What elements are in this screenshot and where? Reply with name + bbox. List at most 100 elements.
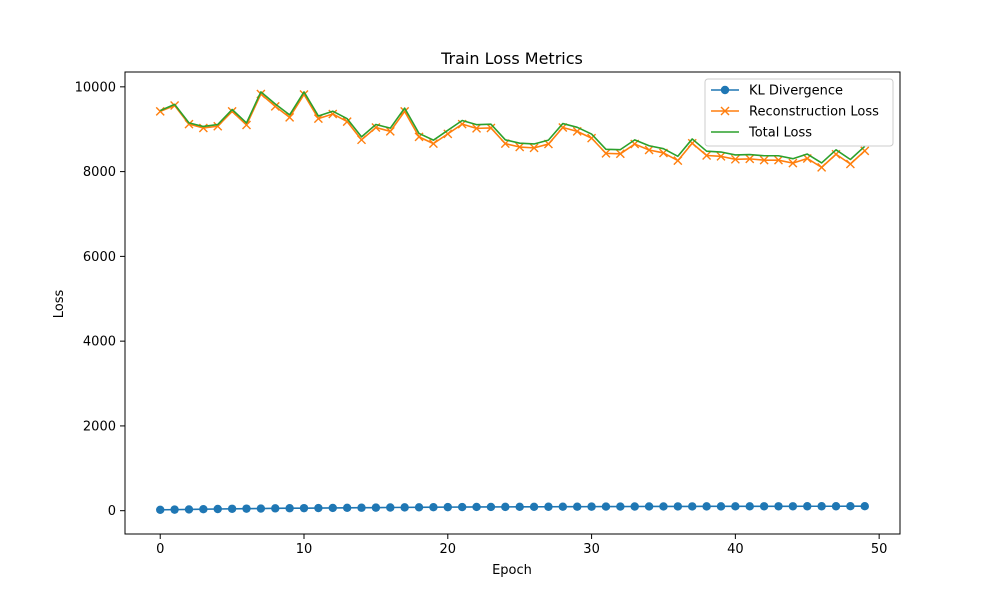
data-point-reconstruction-loss	[601, 148, 611, 158]
y-axis-label: Loss	[52, 290, 67, 319]
data-point-kl-divergence	[400, 503, 409, 512]
y-tick-label: 10000	[75, 80, 116, 95]
legend-marker	[720, 85, 730, 95]
data-point-reconstruction-loss	[242, 120, 251, 130]
data-point-kl-divergence	[573, 502, 582, 511]
marker-stroke	[242, 120, 251, 130]
x-axis-label: Epoch	[492, 563, 532, 578]
series-line-total-loss	[159, 91, 866, 164]
data-point-kl-divergence	[271, 504, 280, 513]
data-point-reconstruction-loss	[385, 126, 395, 136]
marker-stroke	[529, 143, 539, 153]
marker-stroke	[328, 109, 338, 119]
marker-stroke	[702, 151, 712, 160]
data-point-kl-divergence	[860, 501, 869, 511]
marker-stroke	[673, 156, 683, 166]
legend-entry-kl-divergence: KL Divergence	[711, 84, 843, 99]
marker-stroke	[227, 106, 237, 116]
data-point-kl-divergence	[199, 505, 208, 514]
data-point-kl-divergence	[515, 502, 524, 512]
marker-stroke	[184, 119, 194, 129]
marker-stroke	[587, 133, 597, 143]
data-point-reconstruction-loss	[213, 121, 223, 131]
data-point-kl-divergence	[443, 502, 452, 512]
legend-entry-total-loss: Total Loss	[711, 126, 812, 141]
data-point-reconstruction-loss	[730, 154, 740, 164]
legend-label: Total Loss	[748, 126, 812, 141]
data-point-kl-divergence	[227, 504, 237, 513]
data-point-kl-divergence	[285, 504, 294, 513]
marker-stroke	[817, 162, 827, 172]
data-point-kl-divergence	[673, 502, 683, 511]
marker-stroke	[644, 145, 654, 155]
data-point-kl-divergence	[659, 502, 668, 511]
x-tick-label: 10	[296, 542, 313, 557]
data-point-reconstruction-loss	[702, 151, 712, 160]
data-point-reconstruction-loss	[615, 149, 625, 159]
data-point-kl-divergence	[745, 502, 754, 511]
y-tick-label: 6000	[83, 250, 116, 265]
data-point-kl-divergence	[184, 505, 194, 514]
data-point-kl-divergence	[817, 502, 826, 511]
marker-stroke	[515, 142, 525, 152]
data-point-reconstruction-loss	[817, 162, 827, 172]
data-point-reconstruction-loss	[745, 154, 755, 164]
y-axis-ticks: 0 2000 4000 6000 8000 10000	[75, 80, 125, 519]
marker-stroke	[385, 126, 395, 136]
marker-stroke	[845, 159, 855, 169]
data-point-kl-divergence	[601, 502, 611, 511]
marker-stroke	[745, 154, 755, 164]
data-point-kl-divergence	[529, 502, 539, 511]
data-point-kl-divergence	[429, 503, 438, 512]
marker-stroke	[443, 129, 453, 139]
data-point-kl-divergence	[558, 502, 568, 511]
data-point-reconstruction-loss	[184, 119, 194, 129]
marker-stroke	[601, 148, 611, 158]
legend-label: Reconstruction Loss	[749, 105, 879, 120]
data-point-kl-divergence	[731, 502, 740, 511]
data-point-kl-divergence	[371, 503, 381, 512]
x-tick-label: 30	[583, 542, 600, 557]
marker-stroke	[615, 149, 625, 159]
x-axis-ticks: 0 10 20 30 40 50	[156, 534, 887, 557]
data-point-kl-divergence	[501, 502, 510, 512]
data-point-reconstruction-loss	[774, 155, 783, 165]
marker-stroke	[342, 117, 352, 127]
data-point-reconstruction-loss	[515, 142, 525, 152]
x-tick-label: 40	[727, 542, 744, 557]
data-point-kl-divergence	[156, 505, 165, 515]
data-point-reconstruction-loss	[227, 106, 237, 116]
legend-label: KL Divergence	[749, 84, 843, 99]
data-point-kl-divergence	[544, 502, 553, 511]
data-point-kl-divergence	[716, 502, 726, 511]
data-point-reconstruction-loss	[716, 151, 726, 161]
marker-stroke	[400, 106, 410, 116]
data-point-reconstruction-loss	[788, 158, 798, 168]
data-point-kl-divergence	[213, 504, 222, 514]
data-point-reconstruction-loss	[428, 139, 438, 149]
data-point-kl-divergence	[630, 502, 639, 511]
marker-stroke	[716, 151, 726, 161]
data-point-reconstruction-loss	[845, 159, 855, 169]
y-tick-label: 0	[108, 504, 116, 519]
y-tick-label: 4000	[83, 335, 116, 350]
y-tick-label: 8000	[83, 165, 116, 180]
data-point-kl-divergence	[788, 502, 798, 511]
legend: KL Divergence Reconstruction Loss Total Lo…	[704, 78, 894, 147]
data-point-kl-divergence	[314, 503, 323, 513]
marker-stroke	[486, 123, 496, 133]
marker-stroke	[213, 121, 223, 131]
data-point-kl-divergence	[414, 503, 424, 512]
x-tick-label: 0	[156, 542, 164, 557]
marker-stroke	[428, 139, 438, 149]
data-point-reconstruction-loss	[342, 117, 352, 127]
data-point-kl-divergence	[688, 502, 697, 511]
data-point-kl-divergence	[803, 502, 812, 511]
marker-stroke	[730, 154, 740, 164]
y-tick-label: 2000	[83, 419, 116, 434]
marker-stroke	[472, 123, 482, 133]
x-tick-label: 20	[440, 542, 457, 557]
data-point-kl-divergence	[616, 502, 625, 511]
series-layer	[155, 89, 870, 515]
